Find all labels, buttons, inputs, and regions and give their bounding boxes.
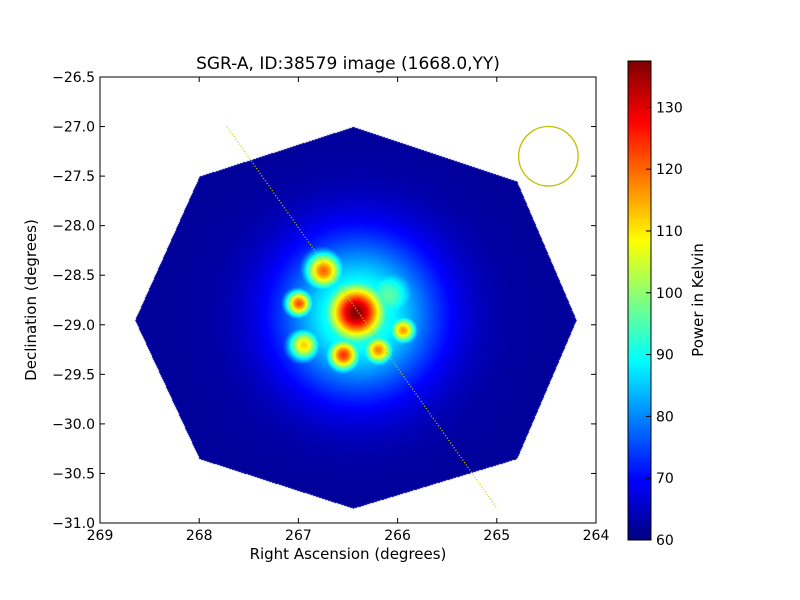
y-tick-label: −28.5 <box>52 268 95 284</box>
x-tick-label: 264 <box>583 528 610 544</box>
colorbar-ticks: 60 70 80 90 100 110 120 130 <box>646 100 683 549</box>
x-tick-label: 269 <box>87 528 114 544</box>
colorbar-label: Power in Kelvin <box>689 243 707 357</box>
colorbar-tick-label: 60 <box>656 533 674 549</box>
colorbar-tick-label: 130 <box>656 100 683 116</box>
y-tick-label: −29.5 <box>52 367 95 383</box>
y-tick-label: −30.5 <box>52 466 95 482</box>
beam-circle <box>517 125 579 187</box>
y-axis-label: Declination (degrees) <box>22 219 40 381</box>
x-axis: 269 268 267 266 265 264 <box>87 77 610 544</box>
y-tick-label: −27.5 <box>52 169 95 185</box>
y-tick-label: −29.0 <box>52 318 95 334</box>
y-axis: −26.5 −27.0 −27.5 −28.0 −28.5 −29.0 −29.5 −30.0… <box>52 70 596 532</box>
y-tick-label: −28.0 <box>52 219 95 235</box>
colorbar-tick-label: 80 <box>656 409 674 425</box>
colorbar: 60 70 80 90 100 110 120 130 Power in Kelvin <box>627 60 707 549</box>
x-tick-label: 265 <box>483 528 510 544</box>
x-tick-label: 267 <box>285 528 312 544</box>
x-tick-label: 268 <box>186 528 213 544</box>
x-tick-label: 266 <box>384 528 411 544</box>
y-tick-label: −30.0 <box>52 417 95 433</box>
colorbar-tick-label: 100 <box>656 286 683 302</box>
colorbar-tick-label: 70 <box>656 471 674 487</box>
y-tick-label: −27.0 <box>52 120 95 136</box>
colorbar-tick-label: 110 <box>656 224 683 240</box>
x-axis-label: Right Ascension (degrees) <box>250 545 447 563</box>
colorbar-tick-label: 120 <box>656 162 683 178</box>
heatmap-image <box>100 77 596 523</box>
plot-area <box>99 76 597 524</box>
y-tick-label: −31.0 <box>52 516 95 532</box>
y-tick-label: −26.5 <box>52 70 95 86</box>
colorbar-frame <box>627 60 652 541</box>
colorbar-gradient <box>628 61 651 540</box>
chart-title: SGR-A, ID:38579 image (1668.0,YY) <box>196 54 500 74</box>
colorbar-tick-label: 90 <box>656 348 674 364</box>
plot-frame <box>99 76 597 524</box>
